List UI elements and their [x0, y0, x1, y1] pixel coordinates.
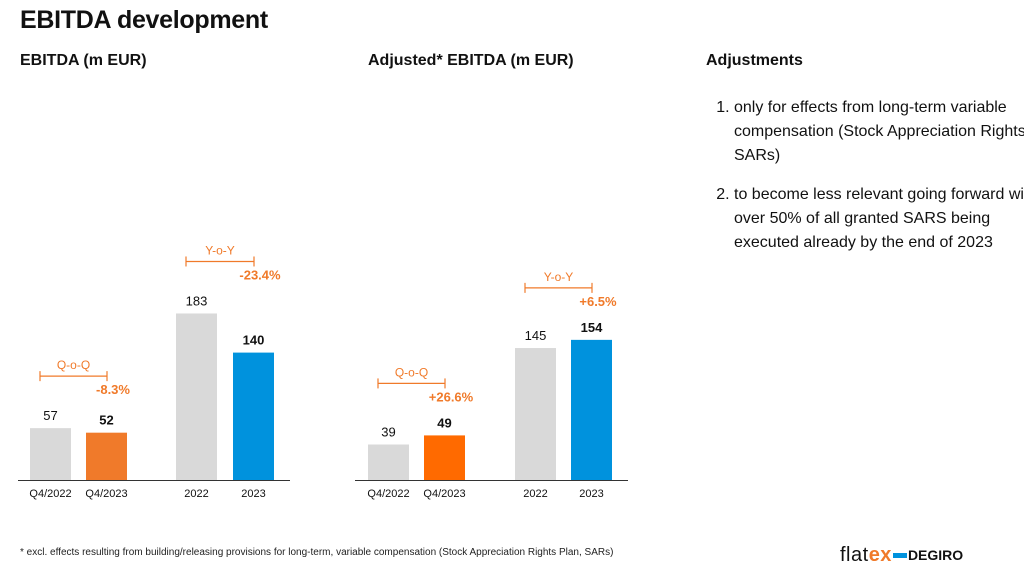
comparison-label: Q-o-Q: [57, 358, 90, 372]
x-tick-label: 2022: [184, 488, 208, 500]
bar-value-label: 52: [99, 413, 113, 428]
bar: [86, 432, 127, 480]
comparison-label: Y-o-Y: [205, 243, 235, 257]
ebitda-charts: 57 Q4/2022 52 Q4/2023 183 2022 140 2023 Q-o-Q -8.…: [18, 243, 628, 500]
logo-text-flat: flat: [840, 543, 869, 566]
comparison-change: -23.4%: [239, 267, 281, 282]
bar: [233, 352, 274, 480]
footnote: * excl. effects resulting from building/…: [20, 547, 614, 558]
adjustment-item: only for effects from long-term variable…: [734, 96, 1024, 168]
adjustments-list: only for effects from long-term variable…: [706, 96, 1024, 270]
x-tick-label: 2022: [523, 488, 547, 500]
comparison-change: +6.5%: [579, 294, 617, 309]
bar-value-label: 140: [243, 333, 265, 348]
bar-value-label: 49: [437, 415, 451, 430]
bar: [515, 348, 556, 480]
bar: [368, 444, 409, 480]
comparison-label: Q-o-Q: [395, 365, 428, 379]
comparison-change: +26.6%: [429, 389, 474, 404]
ebitda-chart-title: EBITDA (m EUR): [20, 52, 147, 69]
logo-text-degiro: DEGIRO: [907, 547, 964, 563]
bar: [424, 435, 465, 480]
x-tick-label: Q4/2023: [85, 488, 127, 500]
bar: [176, 313, 217, 480]
x-tick-label: Q4/2023: [423, 488, 465, 500]
adjustment-item: to become less relevant going forward wi…: [734, 183, 1024, 255]
bar-value-label: 183: [186, 293, 208, 308]
bar-value-label: 145: [525, 328, 547, 343]
logo-bar-icon: [892, 552, 907, 558]
bar-value-label: 57: [43, 408, 57, 423]
page-title: EBITDA development: [20, 6, 268, 34]
comparison-label: Y-o-Y: [544, 270, 574, 284]
comparison-change: -8.3%: [96, 382, 130, 397]
adjustments-title: Adjustments: [706, 52, 803, 69]
x-tick-label: Q4/2022: [29, 488, 71, 500]
x-tick-label: 2023: [579, 488, 603, 500]
flatex-degiro-logo: flat ex DEGIRO: [840, 542, 963, 568]
x-tick-label: 2023: [241, 488, 265, 500]
bar: [571, 339, 612, 480]
x-tick-label: Q4/2022: [367, 488, 409, 500]
adjusted-ebitda-chart-title: Adjusted* EBITDA (m EUR): [368, 52, 574, 69]
bar: [30, 428, 71, 480]
bar-value-label: 154: [581, 320, 603, 335]
bar-value-label: 39: [381, 425, 395, 440]
logo-text-ex: ex: [868, 543, 892, 566]
